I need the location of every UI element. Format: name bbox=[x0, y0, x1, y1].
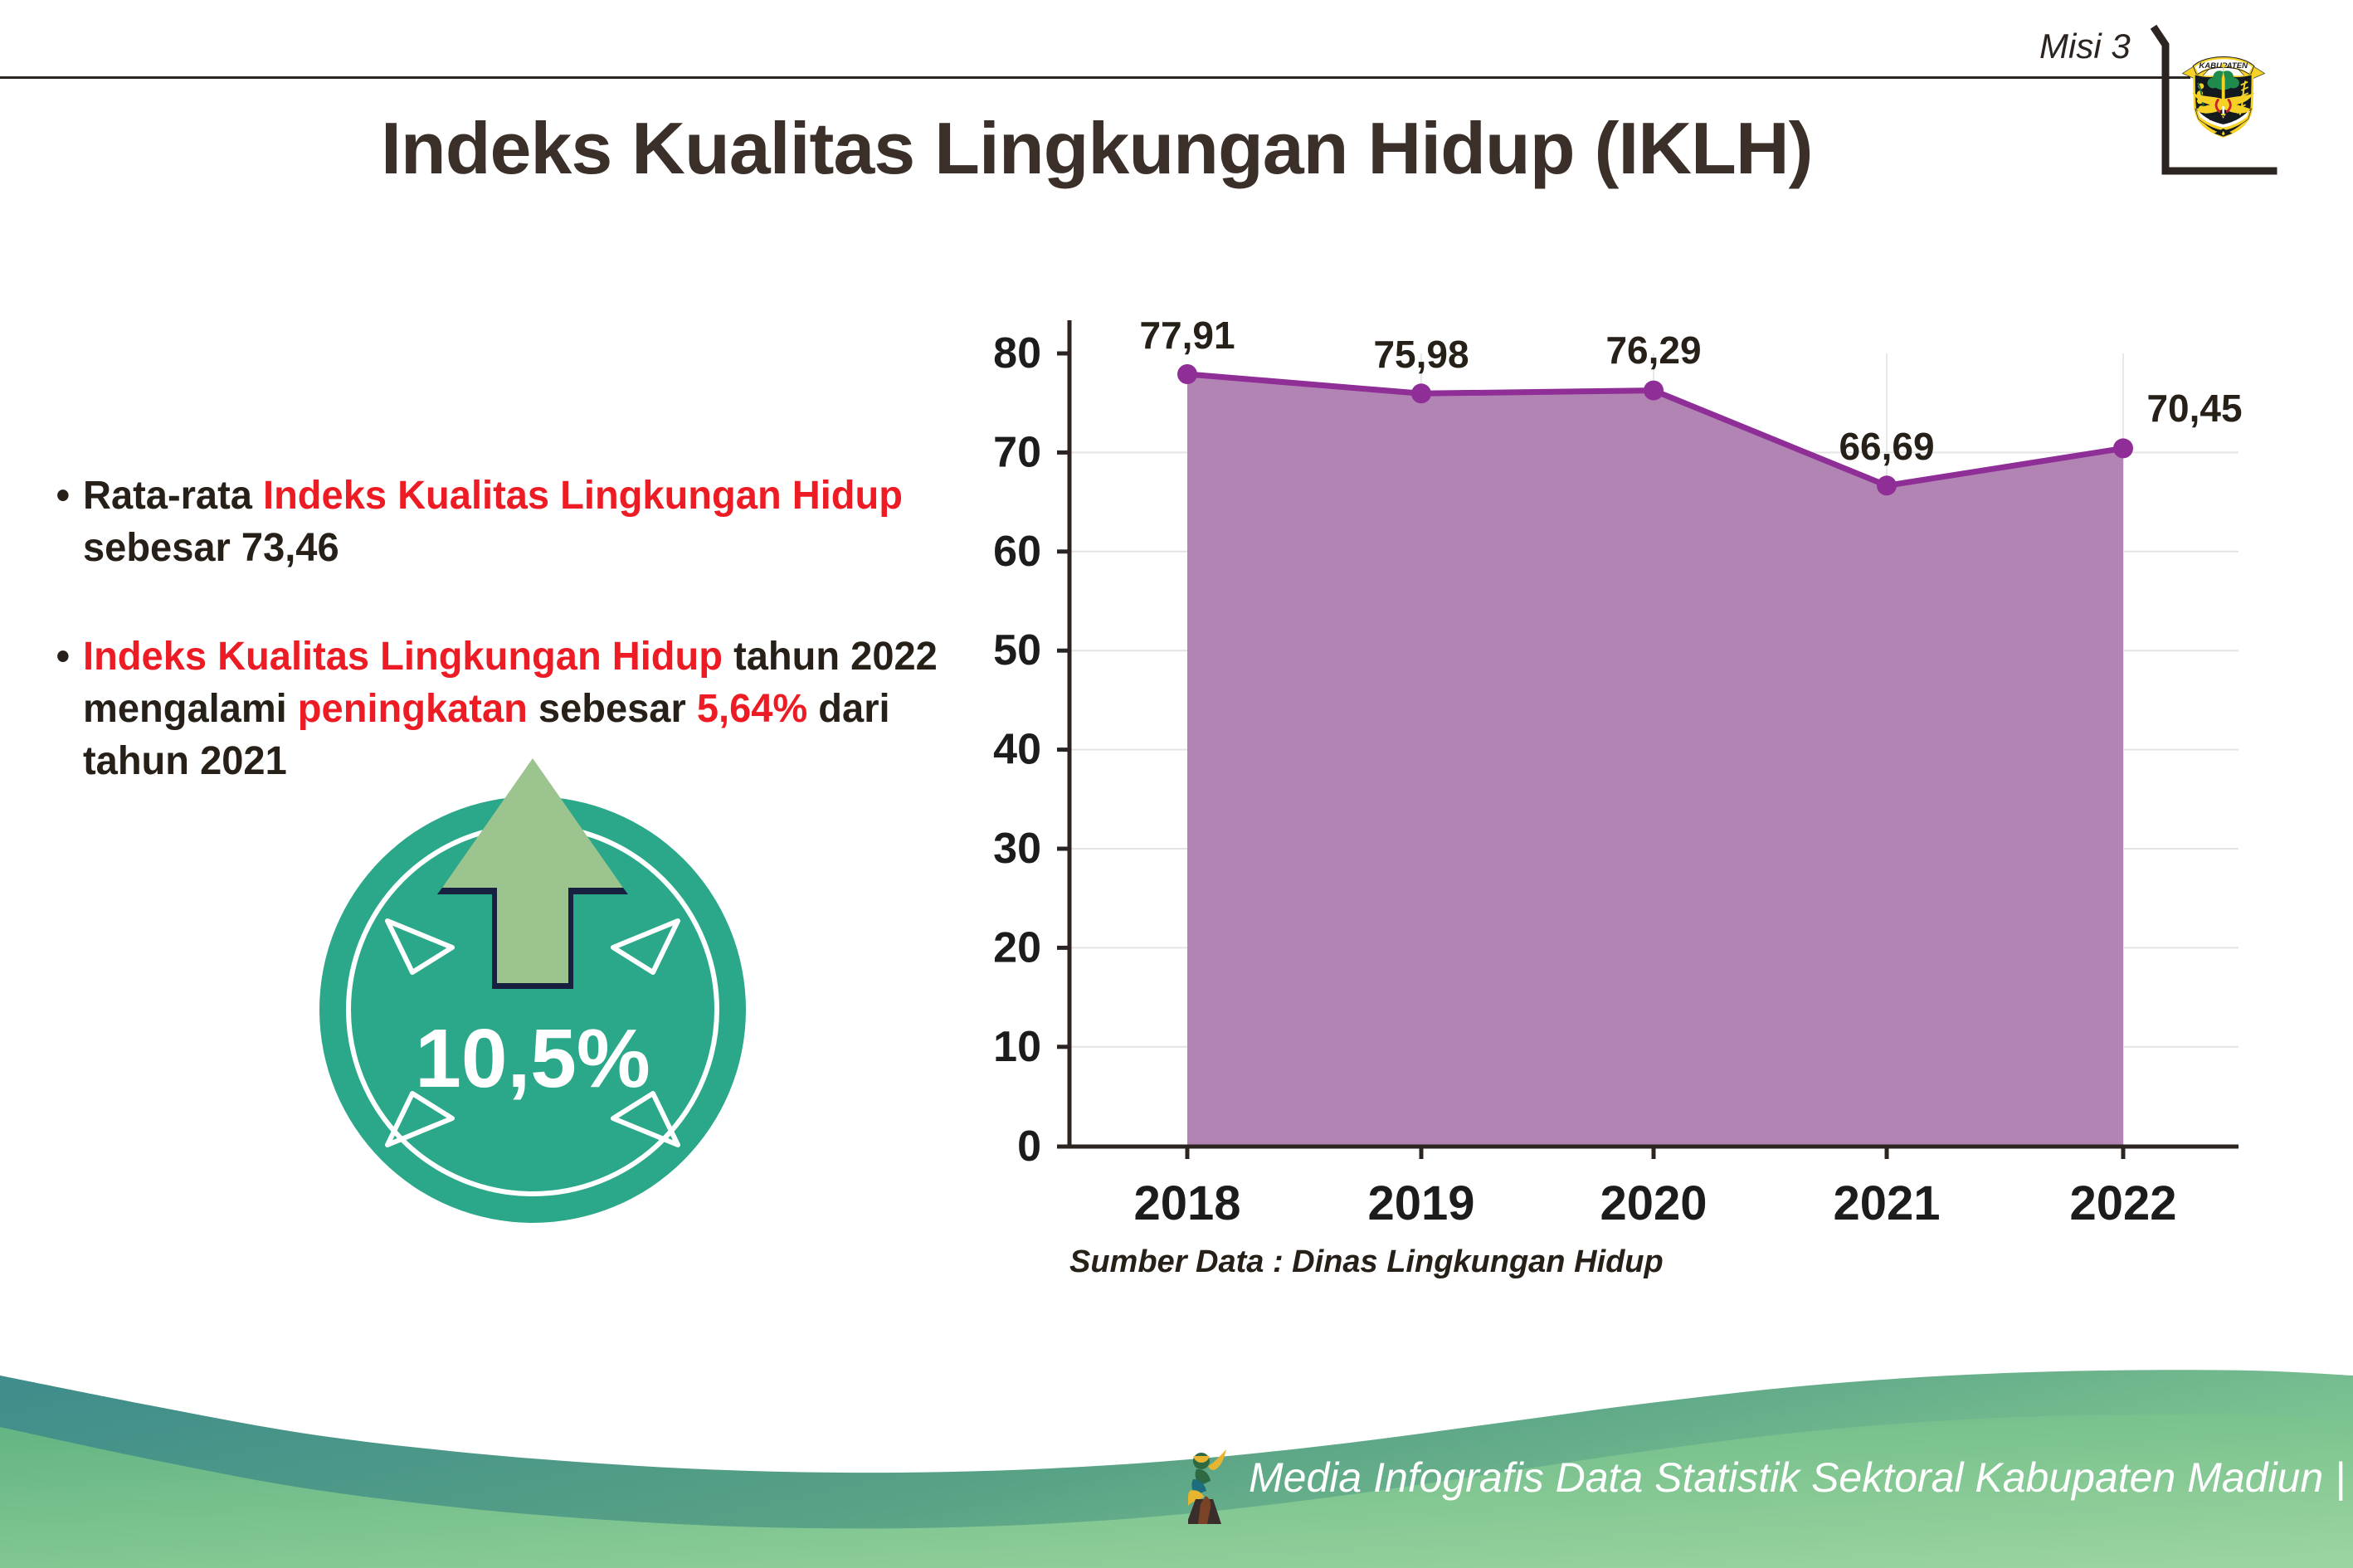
svg-text:70: 70 bbox=[993, 428, 1041, 476]
svg-text:2020: 2020 bbox=[1600, 1176, 1707, 1230]
svg-text:10: 10 bbox=[993, 1023, 1041, 1071]
svg-text:0: 0 bbox=[1017, 1122, 1041, 1171]
svg-text:77,91: 77,91 bbox=[1139, 314, 1235, 357]
svg-text:75,98: 75,98 bbox=[1373, 333, 1469, 376]
svg-text:10,5%: 10,5% bbox=[415, 1012, 650, 1105]
svg-text:2018: 2018 bbox=[1133, 1176, 1240, 1230]
svg-text:2021: 2021 bbox=[1833, 1176, 1940, 1230]
svg-text:80: 80 bbox=[993, 329, 1041, 377]
svg-text:20: 20 bbox=[993, 923, 1041, 971]
svg-text:2022: 2022 bbox=[2069, 1176, 2176, 1230]
svg-text:66,69: 66,69 bbox=[1839, 425, 1934, 468]
svg-text:2019: 2019 bbox=[1367, 1176, 1474, 1230]
svg-text:30: 30 bbox=[993, 825, 1041, 873]
svg-text:76,29: 76,29 bbox=[1605, 329, 1701, 372]
svg-text:70,45: 70,45 bbox=[2146, 387, 2242, 430]
